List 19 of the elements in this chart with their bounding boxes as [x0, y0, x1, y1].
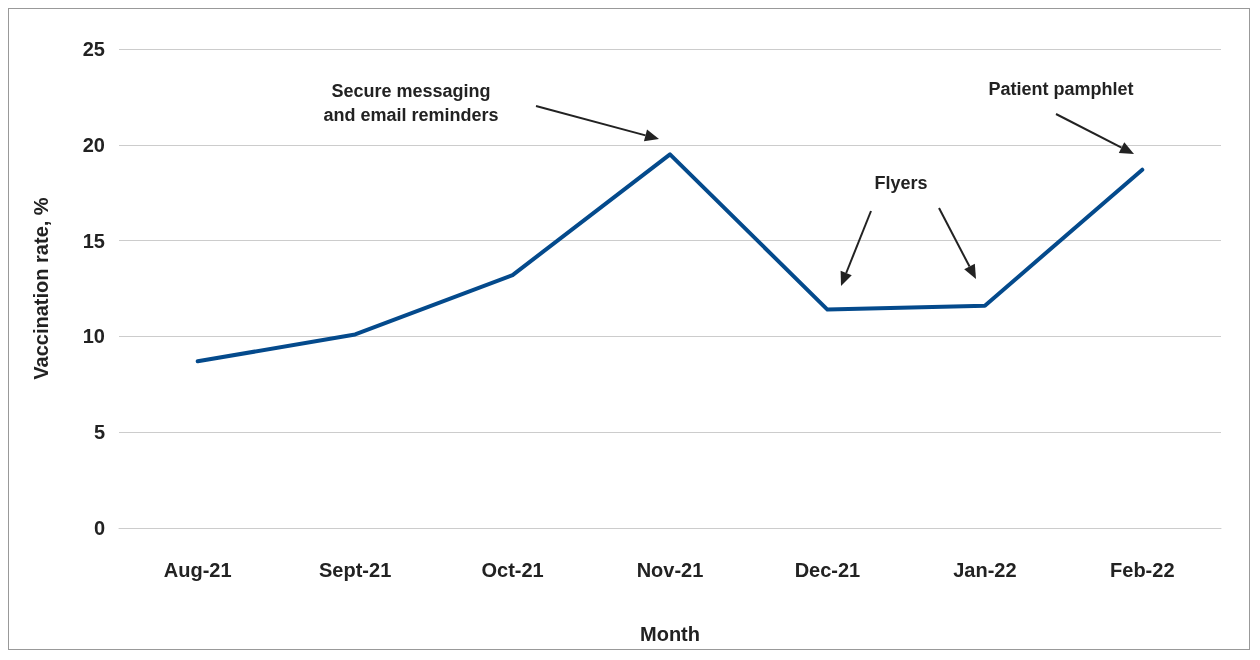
y-tick-label: 25	[82, 38, 105, 60]
line-series	[195, 152, 1145, 364]
annotation: Patient pamphlet	[988, 79, 1134, 99]
y-tick-label: 10	[82, 325, 105, 348]
x-tick-label: Sept-21	[319, 559, 392, 581]
y-tick-label: 0	[93, 517, 105, 539]
x-tick-label: Nov-21	[636, 559, 704, 581]
annotation: Flyers	[874, 173, 928, 193]
y-tick-label: 15	[82, 229, 105, 252]
annotation: Secure messaging and email reminders	[323, 81, 499, 125]
y-tick-label: 20	[82, 133, 105, 156]
x-tick-label: Dec-21	[794, 559, 861, 581]
x-tick-label: Jan-22	[953, 559, 1017, 581]
y-tick-label: 5	[93, 421, 105, 444]
x-tick-label: Aug-21	[163, 559, 232, 581]
x-tick-label: Oct-21	[481, 559, 544, 581]
y-axis-title: Vaccination rate, %	[30, 197, 52, 380]
x-axis-title: Month	[640, 623, 700, 645]
x-tick-label: Feb-22	[1110, 559, 1175, 581]
